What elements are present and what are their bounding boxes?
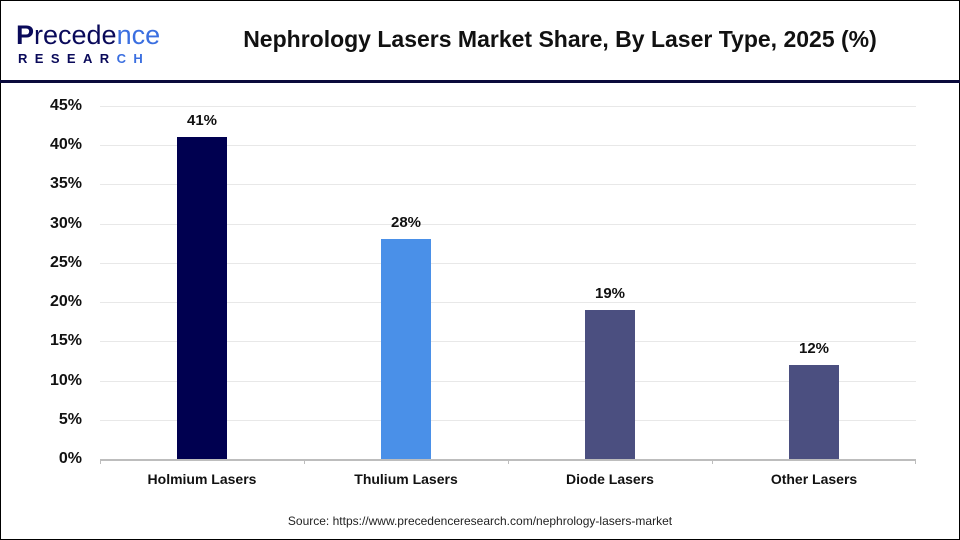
bar-value-label: 28% (390, 214, 422, 232)
gridline (100, 302, 916, 304)
bar-holmium-lasers (177, 137, 227, 459)
y-axis-tick-label: 25% (49, 253, 82, 271)
gridline (100, 341, 916, 343)
header-divider (0, 80, 960, 83)
y-axis-tick-label: 45% (49, 97, 82, 114)
bar-value-label: 41% (186, 112, 218, 130)
plot-area: 0% 5% 10% 15% 20% 25% 30% 35% 40% 45% 41% Holmium L… (50, 98, 916, 487)
y-axis-tick-label: 5% (58, 410, 82, 428)
bar-thulium-lasers (381, 239, 431, 459)
bar-value-label: 12% (798, 339, 830, 357)
source-note: Source: https://www.precedenceresearch.c… (287, 514, 673, 528)
chart-title: Nephrology Lasers Market Share, By Laser… (243, 26, 877, 52)
bar-value-label: 19% (594, 284, 626, 302)
gridline (100, 106, 916, 107)
x-axis-tick-mark (915, 459, 916, 464)
y-axis-tick-label: 35% (49, 175, 82, 193)
y-axis-tick-label: 20% (49, 293, 82, 311)
y-axis-tick-label: 15% (49, 332, 82, 350)
x-axis-category-label: Other Lasers (770, 471, 858, 487)
bar-diode-lasers (585, 309, 635, 459)
x-axis-tick-mark (508, 459, 509, 464)
gridline (100, 262, 916, 264)
gridline (100, 223, 916, 225)
x-axis-category-label: Holmium Lasers (147, 471, 257, 487)
x-axis-tick-mark (100, 459, 101, 464)
y-axis-tick-label: 40% (49, 136, 82, 154)
gridline (100, 184, 916, 186)
gridline (100, 145, 916, 147)
logo-wordmark-rest: recedence (34, 20, 161, 50)
logo-p-glyph: P (16, 20, 35, 50)
y-axis-tick-label: 10% (49, 371, 82, 389)
logo-subtitle: RESEARCH (18, 51, 151, 66)
x-axis-tick-mark (712, 459, 713, 464)
x-axis-category-label: Thulium Lasers (354, 471, 458, 487)
x-axis-category-label: Diode Lasers (566, 471, 654, 487)
y-axis-tick-label: 30% (49, 214, 82, 232)
y-axis-tick-label: 0% (58, 450, 82, 467)
x-axis-tick-mark (304, 459, 305, 464)
bar-other-lasers (789, 364, 839, 459)
gridline (100, 419, 916, 421)
logo-wordmark: Precedence (16, 20, 160, 51)
precedence-research-logo: Precedence RESEARCH (16, 20, 166, 66)
gridline (100, 380, 916, 382)
